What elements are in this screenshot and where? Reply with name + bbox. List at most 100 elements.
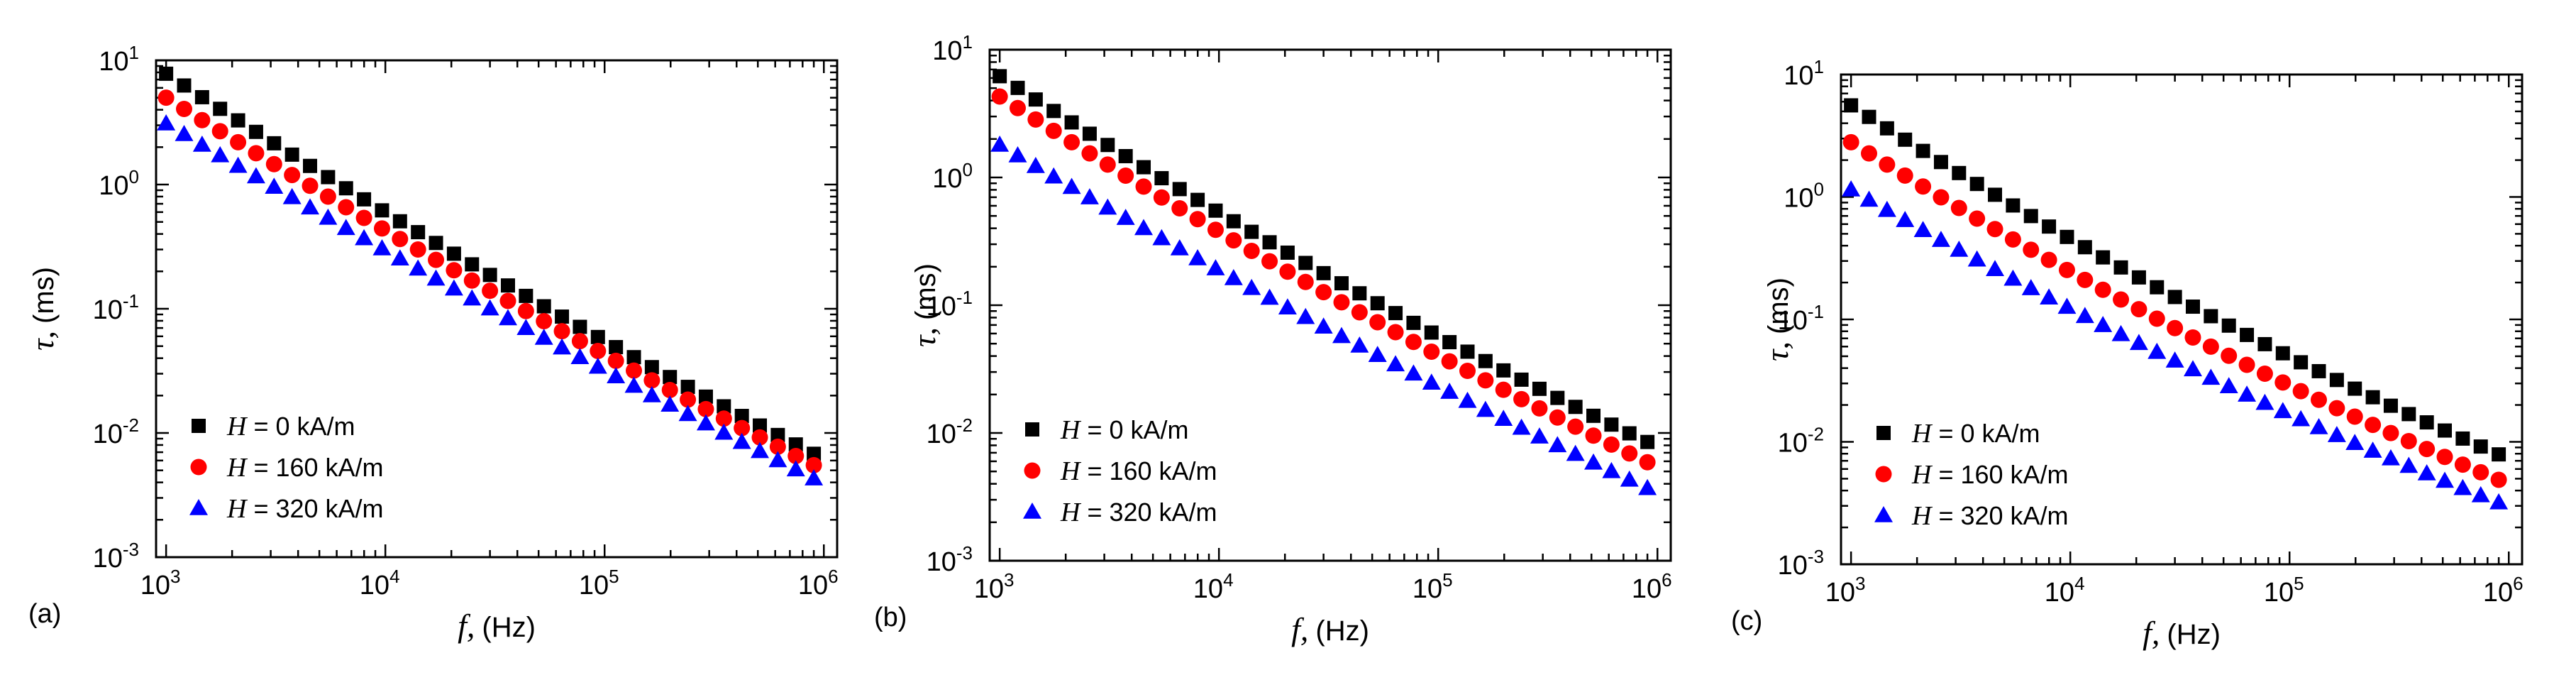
data-point-square	[717, 399, 731, 414]
data-point-circle	[1495, 381, 1512, 398]
data-point-square	[284, 147, 299, 162]
panel-label: (c)	[1731, 606, 1762, 636]
data-point-triangle	[1584, 453, 1603, 470]
data-point-square	[194, 89, 209, 104]
data-point-circle	[499, 292, 516, 309]
data-point-triangle	[624, 376, 643, 393]
data-point-square	[2383, 398, 2398, 413]
data-point-circle	[571, 333, 588, 350]
series-2	[1842, 180, 2509, 510]
data-point-triangle	[228, 156, 248, 173]
y-tick-label: 10-3	[93, 539, 139, 573]
data-point-circle	[2472, 463, 2489, 481]
data-point-square	[267, 136, 282, 150]
x-tick-label: 104	[2045, 573, 2085, 608]
data-point-square	[590, 329, 605, 344]
data-point-triangle	[175, 125, 194, 141]
data-point-circle	[1405, 334, 1422, 351]
data-point-square	[788, 437, 803, 452]
data-point-triangle	[678, 405, 697, 422]
x-tick-label: 106	[798, 566, 839, 600]
data-point-circle	[2130, 301, 2147, 318]
data-point-square	[2473, 439, 2488, 454]
data-point-circle	[284, 167, 301, 184]
data-point-triangle	[1896, 211, 1915, 227]
data-point-square	[1208, 203, 1223, 218]
series-0	[159, 66, 822, 461]
data-point-square	[1154, 171, 1169, 186]
data-point-square	[698, 389, 713, 404]
data-point-triangle	[516, 319, 536, 335]
data-point-triangle	[2471, 485, 2490, 503]
data-point-triangle	[265, 177, 284, 194]
data-point-square	[1496, 363, 1511, 378]
data-point-circle	[2256, 365, 2273, 382]
legend-name: = 0 kA/m	[1087, 415, 1188, 444]
data-point-circle	[1603, 436, 1620, 453]
data-point-triangle	[2040, 288, 2059, 305]
y-tick-label: 10-2	[1778, 424, 1824, 459]
data-point-triangle	[2399, 456, 2419, 473]
legend-marker-circle	[190, 459, 207, 476]
data-point-circle	[194, 111, 211, 128]
legend-label: H = 320 kA/m	[226, 494, 384, 524]
data-point-square	[536, 299, 551, 314]
legend-name: = 0 kA/m	[253, 412, 355, 441]
data-point-triangle	[1278, 298, 1297, 314]
data-point-square	[1442, 335, 1457, 350]
data-point-square	[411, 225, 426, 240]
data-point-triangle	[1224, 268, 1243, 285]
data-point-circle	[319, 188, 336, 205]
data-point-square	[392, 214, 407, 229]
data-point-square	[2096, 250, 2111, 265]
data-point-circle	[607, 352, 624, 369]
x-tick-label: 103	[1825, 573, 1866, 608]
data-point-square	[248, 124, 263, 139]
data-point-square	[2257, 336, 2272, 351]
data-point-triangle	[714, 423, 734, 440]
data-point-square	[1478, 353, 1493, 368]
data-point-square	[1933, 155, 1948, 170]
data-point-triangle	[1842, 180, 1861, 197]
data-point-square	[429, 236, 443, 251]
data-point-circle	[1879, 156, 1896, 173]
panel-a: 103 104 105 106 10-3 10-2 10-1 100 101 f, (Hz) τ, (m…	[24, 42, 839, 644]
data-point-triangle	[2309, 418, 2328, 434]
data-point-circle	[1477, 372, 1494, 389]
data-point-circle	[2365, 417, 2382, 434]
data-point-circle	[2238, 356, 2255, 373]
x-axis-unit: (Hz)	[2167, 619, 2221, 650]
data-point-circle	[590, 343, 607, 360]
x-axis-label: f, (Hz)	[1291, 611, 1369, 647]
data-point-square	[2455, 431, 2470, 446]
data-point-square	[177, 78, 192, 93]
data-point-square	[1118, 148, 1133, 163]
data-point-circle	[2148, 310, 2165, 327]
data-point-square	[1064, 115, 1079, 130]
data-point-square	[2006, 198, 2021, 213]
panel-b: 103 104 105 106 10-3 10-2 10-1 100 101 f, (Hz) τ, (m…	[874, 31, 1672, 647]
data-point-circle	[2292, 383, 2309, 400]
data-point-circle	[1189, 211, 1206, 228]
data-point-triangle	[1530, 427, 1549, 444]
data-point-circle	[2094, 281, 2111, 298]
data-point-square	[482, 268, 497, 282]
data-point-square	[2401, 407, 2416, 422]
panel-label: (a)	[28, 599, 61, 629]
legend-label: H = 160 kA/m	[226, 453, 384, 483]
data-point-triangle	[1404, 364, 1423, 381]
data-point-triangle	[336, 219, 355, 236]
data-point-triangle	[372, 239, 392, 256]
x-tick-label: 105	[2264, 573, 2304, 608]
data-point-triangle	[2021, 279, 2040, 295]
data-point-circle	[1333, 294, 1350, 311]
data-point-circle	[2274, 374, 2292, 391]
data-point-triangle	[2417, 464, 2436, 481]
series-2	[157, 114, 824, 485]
data-point-triangle	[1170, 238, 1189, 256]
data-point-triangle	[1134, 219, 1154, 236]
data-point-triangle	[1044, 167, 1063, 184]
data-point-circle	[1896, 167, 1913, 184]
data-point-triangle	[1877, 200, 1896, 217]
data-point-triangle	[463, 289, 482, 306]
